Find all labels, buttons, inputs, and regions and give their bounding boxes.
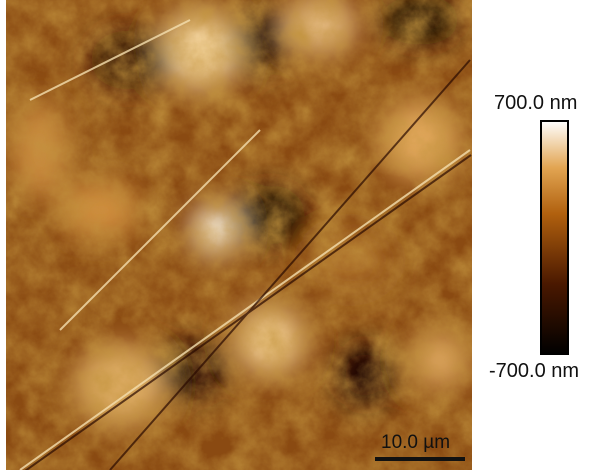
colorbar (541, 121, 568, 354)
colorbar-min-label: -700.0 nm (489, 360, 579, 383)
afm-image (6, 0, 472, 471)
scale-bar-label: 10.0 µm (381, 432, 450, 454)
page: 10.0 µm 700.0 nm -700.0 nm (0, 0, 615, 473)
figure (0, 0, 615, 473)
colorbar-max-label: 700.0 nm (494, 92, 577, 115)
